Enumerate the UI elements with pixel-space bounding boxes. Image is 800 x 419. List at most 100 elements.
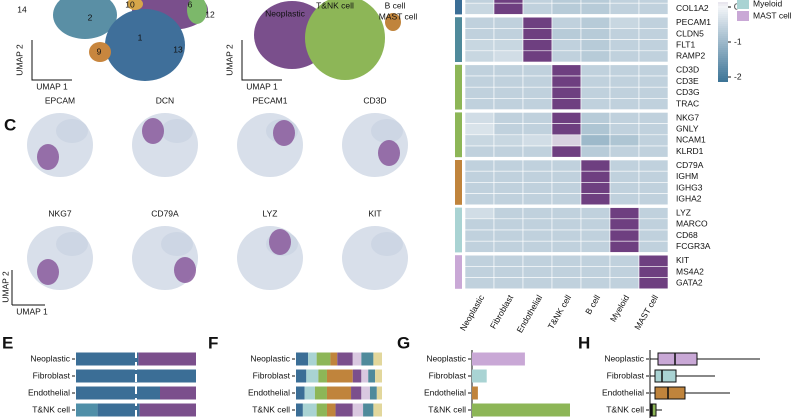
feature-plot	[56, 119, 88, 143]
heatmap-cell	[551, 0, 582, 4]
cluster-label: 10	[125, 0, 135, 9]
heatmap-cell	[493, 207, 524, 220]
bar-segment	[318, 369, 327, 383]
heatmap-cell	[493, 28, 524, 40]
box	[654, 386, 686, 400]
heatmap-cell	[609, 159, 640, 172]
heatmap-cell	[522, 112, 553, 124]
gene-label: LYZ	[676, 207, 691, 217]
group-bar	[455, 17, 462, 62]
cell-type-label: T&NK cell	[546, 293, 574, 331]
axis-label: UMAP 1	[36, 81, 68, 91]
colorbar	[718, 24, 728, 26]
bar-segment	[296, 403, 303, 417]
category-label: Fibroblast	[33, 370, 71, 380]
heatmap-cell	[580, 112, 611, 124]
heatmap-cell	[638, 159, 669, 172]
heatmap-cell	[609, 0, 640, 4]
heatmap-cell	[464, 145, 495, 158]
heatmap-cell	[609, 229, 640, 242]
heatmap-cell	[522, 64, 553, 77]
panel-letter: F	[208, 333, 218, 352]
bar-segment	[160, 386, 196, 400]
gene-label: FLT1	[676, 39, 695, 49]
heatmap-cell	[638, 112, 669, 124]
feature-plot	[161, 119, 193, 143]
bar-segment	[352, 403, 364, 417]
bar-segment	[375, 369, 382, 383]
colorbar	[718, 28, 728, 30]
bar-segment	[76, 403, 98, 417]
heatmap-cell	[522, 16, 553, 29]
category-label: Endothelial	[28, 387, 70, 397]
bar-segment	[304, 386, 315, 400]
cell-type-label: Fibroblast	[488, 293, 516, 331]
colorbar	[718, 68, 728, 70]
bar-segment	[296, 369, 307, 383]
category-label: Endothelial	[424, 387, 466, 397]
heatmap-cell	[638, 182, 669, 194]
group-bar	[455, 112, 462, 158]
heatmap-cell	[464, 207, 495, 220]
bar-segment	[326, 403, 336, 417]
category-label: Neoplastic	[30, 353, 70, 363]
heatmap-cell	[609, 75, 640, 88]
colorbar	[718, 76, 728, 78]
axis-label: UMAP 2	[14, 44, 24, 76]
heatmap-cell	[580, 218, 611, 231]
heatmap-cell	[522, 134, 553, 147]
heatmap-cell	[609, 170, 640, 183]
heatmap-cell	[493, 64, 524, 77]
heatmap-cell	[464, 50, 495, 63]
gene-label: CD3E	[676, 76, 699, 86]
gene-label: FCGR3A	[676, 241, 711, 251]
heatmap-cell	[493, 277, 524, 290]
heatmap-cell	[551, 159, 582, 172]
heatmap-cell	[609, 50, 640, 63]
heatmap-cell	[551, 266, 582, 278]
heatmap-cell	[638, 254, 669, 267]
heatmap-cell	[464, 218, 495, 231]
bar	[472, 369, 487, 383]
expression-spot	[37, 144, 59, 170]
axis-label: UMAP 2	[0, 271, 10, 303]
colorbar	[718, 2, 728, 4]
colorbar	[718, 20, 728, 22]
category-label: Fibroblast	[429, 370, 467, 380]
colorbar	[718, 64, 728, 66]
colorbar	[718, 18, 728, 20]
bar-segment	[138, 352, 196, 366]
heatmap-cell	[609, 134, 640, 147]
gene-title: EPCAM	[45, 95, 75, 105]
heatmap-cell	[638, 98, 669, 110]
heatmap-cell	[493, 229, 524, 242]
heatmap-cell	[580, 98, 611, 110]
heatmap-cell	[551, 123, 582, 136]
category-label: Endothelial	[248, 387, 290, 397]
feature-plot	[371, 119, 403, 143]
heatmap-cell	[580, 0, 611, 4]
heatmap-cell	[464, 229, 495, 242]
colorbar	[718, 8, 728, 10]
heatmap-cell	[580, 145, 611, 158]
gene-title: LYZ	[263, 208, 278, 218]
heatmap-cell	[464, 112, 495, 124]
legend-label: MAST cell	[753, 10, 792, 20]
gene-label: CLDN5	[676, 28, 704, 38]
heatmap-cell	[580, 229, 611, 242]
heatmap-cell	[551, 39, 582, 52]
category-label: T&NK cell	[606, 404, 644, 414]
heatmap-cell	[580, 2, 611, 15]
heatmap-cell	[551, 207, 582, 220]
bar-segment	[376, 386, 382, 400]
category-label: T&NK cell	[252, 404, 290, 414]
heatmap-cell	[638, 277, 669, 290]
expression-spot	[378, 140, 400, 166]
colorbar	[718, 10, 728, 12]
cell-type-label: T&NK cell	[316, 0, 354, 10]
umap-cell-types	[254, 0, 401, 80]
heatmap-cell	[609, 207, 640, 220]
legend-swatch	[737, 0, 749, 9]
heatmap-cell	[493, 170, 524, 183]
bar-segment	[330, 352, 338, 366]
